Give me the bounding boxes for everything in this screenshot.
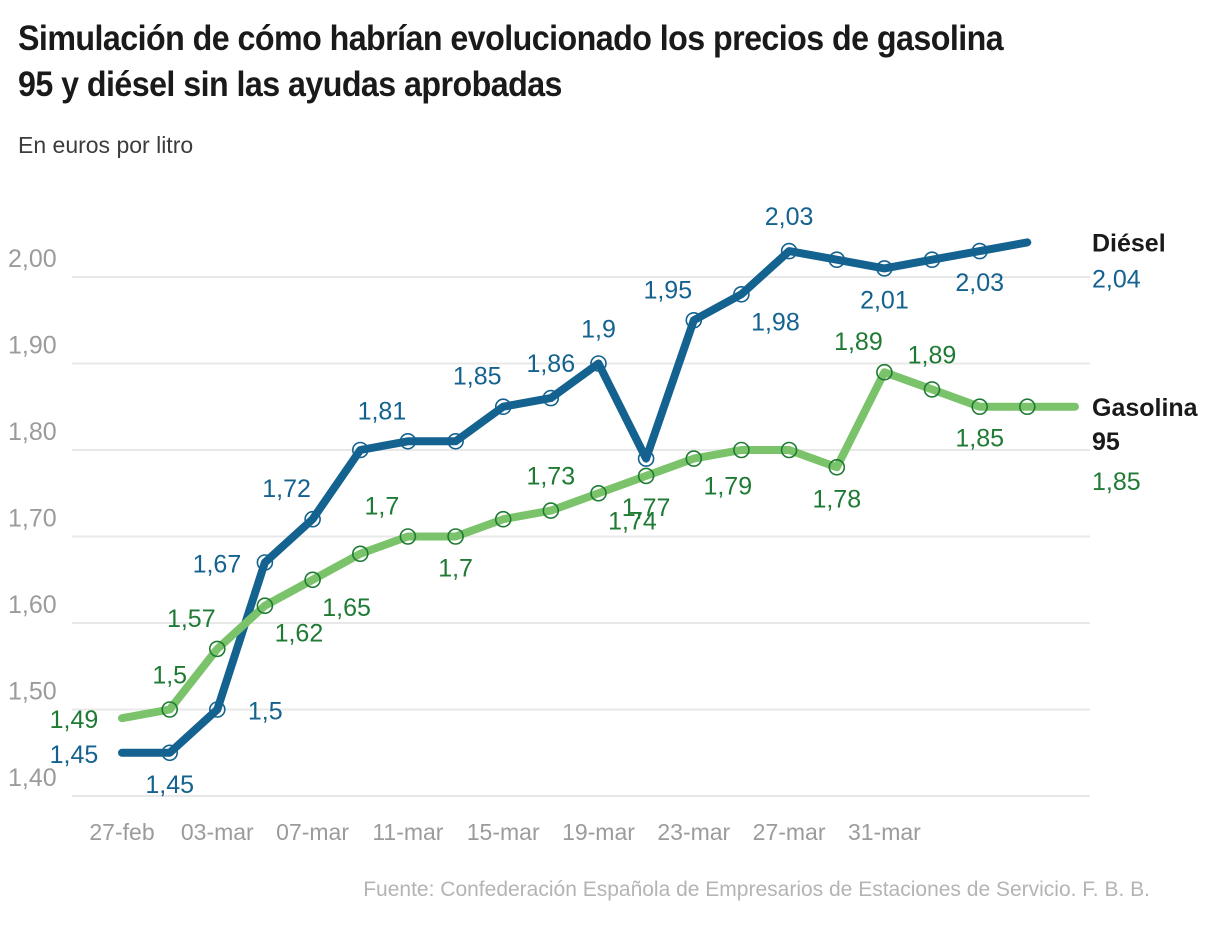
data-point-label: 1,9 [581,316,616,344]
x-tick-label: 11-mar [372,819,443,845]
data-point-label: 1,74 [608,507,657,535]
x-tick-label: 27-mar [753,819,826,845]
data-point-marker [161,744,178,762]
legend-gasolina-name-2: 95 [1092,428,1120,456]
data-point-label: 2,03 [955,269,1004,297]
x-tick-label: 15-mar [467,819,540,845]
data-point-marker [399,432,417,450]
data-point-marker [304,510,321,528]
y-tick-label: 1,60 [8,591,57,619]
data-point-label: 1,7 [365,493,400,521]
data-point-marker [733,285,750,303]
data-point-marker [399,528,417,545]
x-tick-label: 31-mar [848,819,921,845]
data-point-label: 1,86 [526,350,575,378]
legend-diesel-name: Diésel [1092,229,1166,257]
series-legend: Diésel 2,04 Gasolina 95 1,85 [1092,229,1199,495]
x-tick-label: 27-feb [89,819,154,845]
data-point-marker [351,441,369,459]
data-point-marker [304,571,321,589]
data-point-marker [780,441,798,459]
data-point-marker [923,381,941,398]
y-tick-label: 1,90 [8,332,57,360]
line-chart: 2,00 1,90 1,80 1,70 1,60 1,50 1,40 27-feb 03-ma… [8,203,1199,845]
data-point-marker [733,441,750,459]
data-point-marker [590,484,607,502]
data-point-label: 1,81 [358,397,407,425]
data-point-label: 2,03 [765,203,814,231]
data-point-label: 1,45 [145,771,194,799]
data-point-marker [542,389,560,407]
data-point-marker [876,260,893,277]
data-point-marker [828,251,846,269]
data-point-label: 1,73 [526,463,575,491]
data-point-label: 1,7 [438,555,473,583]
data-point-label: 1,57 [167,605,216,633]
data-point-marker [685,450,703,467]
data-point-marker [971,398,989,416]
data-point-marker [828,458,846,476]
source-footer: Fuente: Confederación Española de Empres… [363,878,1150,901]
data-point-marker [494,398,512,416]
data-point-marker [685,311,703,329]
data-point-marker [494,510,512,528]
y-tick-label: 2,00 [8,245,57,273]
data-point-marker [209,640,226,658]
data-point-label: 1,67 [193,551,242,579]
data-point-marker [256,597,274,615]
legend-gasolina-value: 1,85 [1092,468,1141,496]
data-point-marker [637,467,655,485]
series-line [118,368,1079,723]
data-point-marker [780,242,798,260]
page-title: Simulación de cómo habrían evolucionado … [18,19,1004,104]
x-tick-label: 23-mar [657,819,730,845]
data-point-labels: 1,45 1,45 1,5 1,67 1,72 1,81 1,85 1,861,9 1,95 1,… [50,203,1004,799]
x-axis-labels: 27-feb 03-mar 07-mar 11-mar 15-mar 19-mar 23-m… [89,819,921,845]
data-point-label: 1,5 [248,698,283,726]
y-tick-label: 1,40 [8,764,57,792]
x-tick-label: 03-mar [181,819,254,845]
legend-gasolina-name: Gasolina [1092,394,1199,422]
y-axis-labels: 2,00 1,90 1,80 1,70 1,60 1,50 1,40 [8,245,57,792]
data-point-marker [447,432,464,450]
data-point-label: 1,85 [453,363,502,391]
chart-subtitle: En euros por litro [18,132,194,158]
data-point-marker [971,242,989,260]
data-point-marker [876,363,893,381]
data-point-marker [161,701,178,718]
data-point-label: 1,78 [812,485,861,513]
y-tick-label: 1,80 [8,418,57,446]
x-tick-label: 07-mar [276,819,349,845]
data-point-label: 1,89 [834,328,883,356]
data-point-label: 1,72 [262,475,311,503]
data-point-marker [590,355,607,372]
y-tick-label: 1,50 [8,678,57,706]
y-tick-label: 1,70 [8,505,57,533]
series-markers [161,242,1036,762]
data-point-marker [542,502,560,519]
data-point-label: 1,5 [152,662,187,690]
data-point-marker [256,554,274,571]
data-point-label: 1,49 [50,706,99,734]
legend-diesel-value: 2,04 [1092,265,1141,293]
data-point-label: 1,77 [622,494,671,522]
data-point-marker [447,528,464,545]
data-point-label: 1,95 [643,276,692,304]
data-point-marker [923,251,941,269]
data-point-label: 1,85 [955,425,1004,453]
data-point-marker [1019,398,1036,416]
data-point-label: 1,89 [908,341,957,369]
x-tick-label: 19-mar [562,819,635,845]
data-point-label: 2,01 [860,286,909,314]
series-line [118,238,1032,757]
data-point-label: 1,79 [703,473,752,501]
data-point-label: 1,45 [50,741,99,769]
data-point-marker [637,450,655,467]
data-point-label: 1,62 [275,620,324,648]
data-point-marker [209,701,226,718]
data-point-marker [351,545,369,563]
data-point-label: 1,98 [751,308,800,336]
data-point-label: 1,65 [322,594,371,622]
